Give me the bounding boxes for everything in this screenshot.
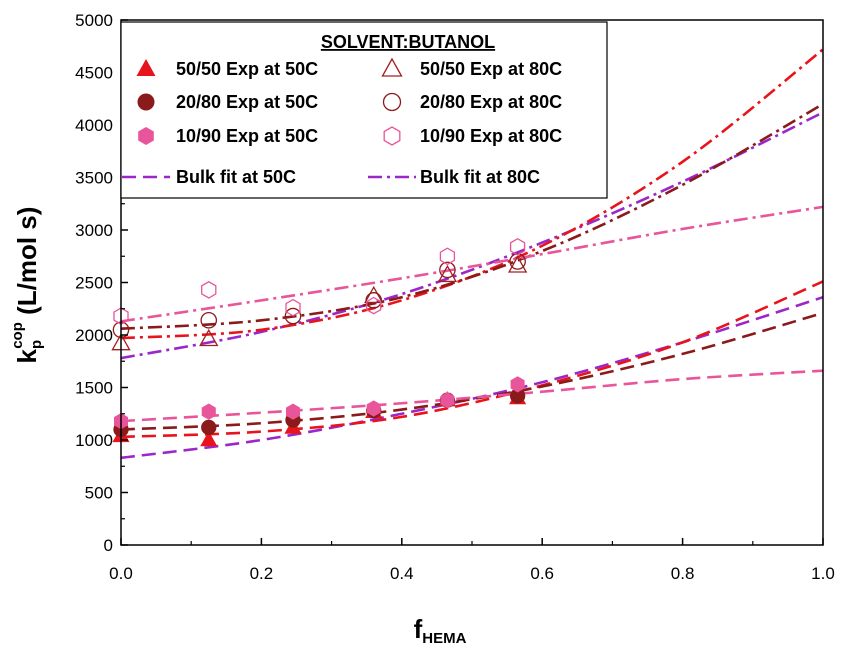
data-point bbox=[509, 388, 526, 404]
fit-line-series-2 bbox=[120, 280, 824, 439]
y-axis-title-unit: (L/mol s) bbox=[12, 207, 42, 323]
legend-box bbox=[120, 21, 608, 199]
y-tick-label: 3500 bbox=[75, 169, 113, 188]
y-tick-label: 1500 bbox=[75, 379, 113, 398]
series-50-50-exp-at-80c bbox=[111, 255, 528, 351]
legend-item-bulk-fit-at-80c: Bulk fit at 80C bbox=[368, 167, 540, 187]
legend-item-20-80-exp-at-80c: 20/80 Exp at 80C bbox=[382, 92, 562, 112]
fit-line-series-7 bbox=[120, 205, 824, 323]
legend-label: 50/50 Exp at 50C bbox=[176, 59, 318, 79]
legend-symbol bbox=[138, 127, 154, 145]
legend-label: 20/80 Exp at 80C bbox=[420, 92, 562, 112]
legend: SOLVENT:BUTANOL 50/50 Exp at 50C 20/80 Ex… bbox=[120, 21, 608, 199]
x-tick-label: 0.8 bbox=[671, 564, 695, 583]
legend-item-50-50-exp-at-50c: 50/50 Exp at 50C bbox=[136, 59, 318, 79]
x-tick-label: 1.0 bbox=[811, 564, 835, 583]
data-point bbox=[285, 298, 301, 317]
y-axis-title: kpcop (L/mol s) bbox=[9, 207, 45, 364]
legend-symbol bbox=[382, 92, 402, 112]
legend-label: 20/80 Exp at 50C bbox=[176, 92, 318, 112]
y-axis-title-main: k bbox=[12, 348, 42, 363]
legend-symbol bbox=[383, 126, 401, 146]
data-point bbox=[284, 307, 302, 325]
x-axis-title-main: f bbox=[414, 614, 423, 644]
x-tick-label: 0.6 bbox=[530, 564, 554, 583]
y-tick-label: 5000 bbox=[75, 11, 113, 30]
data-point bbox=[366, 296, 382, 315]
data-point bbox=[201, 403, 216, 420]
x-tick-label: 0.4 bbox=[390, 564, 414, 583]
x-tick-label: 0.2 bbox=[250, 564, 274, 583]
fit-line-series-4 bbox=[120, 369, 824, 423]
y-tick-labels: 0 500 1000 1500 2000 2500 3000 3500 4000 4500 5000 bbox=[75, 11, 113, 555]
y-tick-label: 2500 bbox=[75, 274, 113, 293]
x-tick-label: 0.0 bbox=[109, 564, 133, 583]
data-point bbox=[510, 376, 525, 393]
series-20-80-exp-at-80c bbox=[112, 253, 526, 339]
legend-label: 10/90 Exp at 50C bbox=[176, 126, 318, 146]
y-tick-label: 3000 bbox=[75, 221, 113, 240]
data-point bbox=[199, 328, 219, 347]
y-tick-label: 1000 bbox=[75, 431, 113, 450]
data-point bbox=[439, 247, 456, 266]
data-point bbox=[201, 419, 217, 436]
legend-title: SOLVENT:BUTANOL bbox=[321, 32, 495, 52]
y-tick-label: 4500 bbox=[75, 64, 113, 83]
data-points bbox=[111, 237, 528, 447]
x-axis-title-sub: HEMA bbox=[422, 630, 466, 647]
x-tick-labels: 0.0 0.2 0.4 0.6 0.8 1.0 bbox=[109, 564, 835, 583]
y-axis-title-sup: cop bbox=[9, 322, 26, 349]
legend-item-20-80-exp-at-50c: 20/80 Exp at 50C bbox=[137, 92, 318, 112]
data-point bbox=[507, 255, 528, 273]
data-point bbox=[286, 403, 300, 420]
legend-items: 50/50 Exp at 50C 20/80 Exp at 50C 10/90 Ex… bbox=[122, 57, 562, 187]
fit-line-series-5 bbox=[120, 48, 824, 340]
data-point bbox=[364, 285, 384, 304]
legend-item-bulk-fit-at-50c: Bulk fit at 50C bbox=[122, 167, 296, 187]
legend-label: 10/90 Exp at 80C bbox=[420, 126, 562, 146]
legend-symbol bbox=[136, 59, 156, 76]
data-point bbox=[439, 261, 456, 279]
y-tick-label: 0 bbox=[104, 536, 113, 555]
data-point bbox=[200, 431, 218, 447]
legend-label: Bulk fit at 50C bbox=[176, 167, 296, 187]
data-point bbox=[200, 311, 218, 329]
legend-item-50-50-exp-at-80c: 50/50 Exp at 80C bbox=[381, 57, 562, 79]
legend-label: 50/50 Exp at 80C bbox=[420, 59, 562, 79]
data-point bbox=[509, 253, 526, 270]
legend-item-10-90-exp-at-80c: 10/90 Exp at 80C bbox=[383, 126, 562, 146]
legend-item-10-90-exp-at-50c: 10/90 Exp at 50C bbox=[138, 126, 318, 146]
series-10-90-exp-at-50c bbox=[114, 376, 525, 430]
data-point bbox=[201, 281, 217, 299]
data-point bbox=[437, 264, 458, 283]
series-10-90-exp-at-80c bbox=[113, 237, 526, 325]
x-axis-title: fHEMA bbox=[414, 614, 467, 647]
legend-label: Bulk fit at 80C bbox=[420, 167, 540, 187]
legend-symbol bbox=[381, 57, 403, 77]
fit-lines bbox=[120, 48, 824, 460]
legend-symbol bbox=[137, 93, 155, 111]
data-point bbox=[440, 392, 455, 409]
data-point bbox=[366, 400, 381, 417]
data-point bbox=[509, 237, 526, 256]
data-point bbox=[365, 292, 383, 309]
y-tick-label: 2000 bbox=[75, 326, 113, 345]
y-tick-label: 4000 bbox=[75, 116, 113, 135]
y-axis-title-sub: p bbox=[28, 340, 45, 349]
y-tick-label: 500 bbox=[85, 484, 113, 503]
